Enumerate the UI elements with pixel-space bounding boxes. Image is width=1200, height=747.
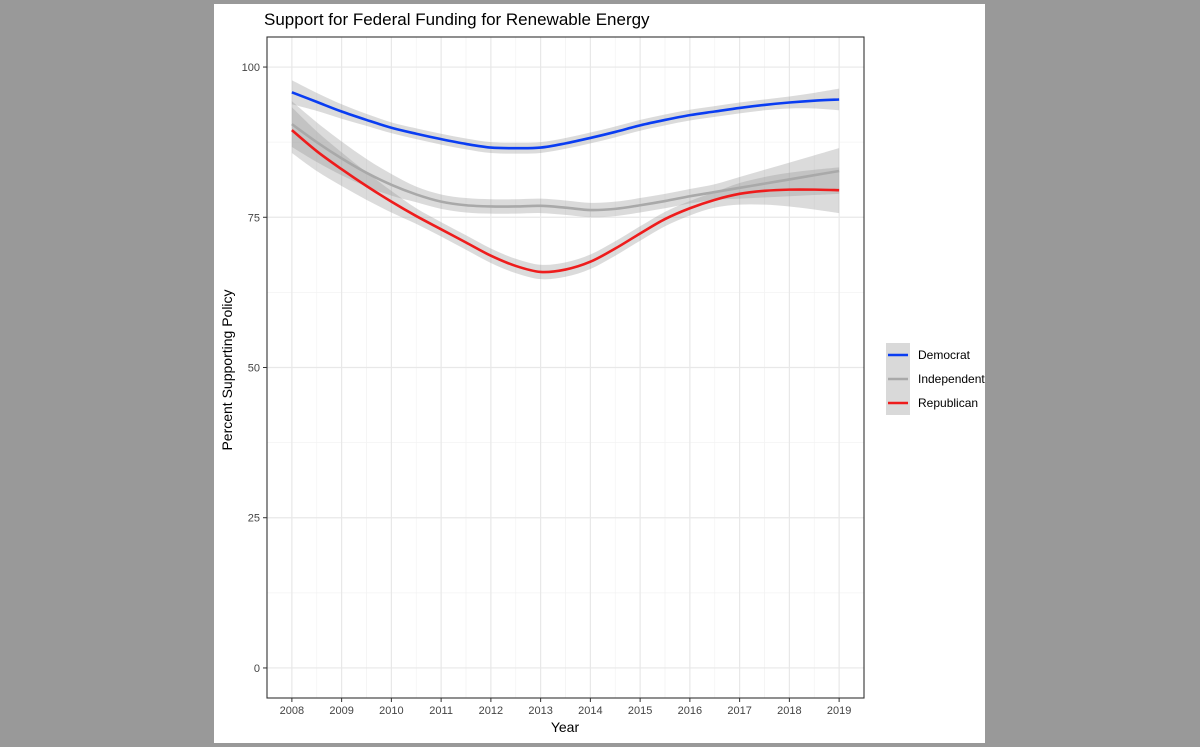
- x-tick-label: 2017: [727, 705, 751, 717]
- series-line-republican: [291, 129, 840, 274]
- x-axis-title: Year: [551, 719, 580, 735]
- x-tick-label: 2015: [628, 705, 652, 717]
- series-line-independent: [291, 123, 840, 212]
- confidence-band-republican: [291, 107, 840, 280]
- y-tick-label: 25: [248, 513, 260, 525]
- x-tick-label: 2018: [777, 705, 801, 717]
- x-tick-label: 2014: [578, 705, 602, 717]
- series-line-democrat: [291, 91, 840, 150]
- x-tick-label: 2010: [379, 705, 403, 717]
- legend-label: Republican: [918, 396, 978, 410]
- legend-label: Independent: [918, 372, 985, 386]
- x-tick-label: 2013: [528, 705, 552, 717]
- x-tick-label: 2008: [280, 705, 304, 717]
- x-tick-label: 2016: [678, 705, 702, 717]
- chart-panel: Support for Federal Funding for Renewabl…: [214, 4, 985, 743]
- x-tick-label: 2009: [329, 705, 353, 717]
- chart-title: Support for Federal Funding for Renewabl…: [264, 10, 650, 29]
- chart: Support for Federal Funding for Renewabl…: [219, 10, 985, 735]
- y-tick-label: 0: [254, 663, 260, 675]
- x-tick-label: 2019: [827, 705, 851, 717]
- y-tick-label: 50: [248, 363, 260, 375]
- y-axis-title: Percent Supporting Policy: [219, 289, 235, 450]
- y-tick-label: 100: [242, 62, 260, 74]
- x-tick-label: 2012: [479, 705, 503, 717]
- legend-label: Democrat: [918, 348, 971, 362]
- legend: Democrat Independent Republican: [886, 343, 985, 415]
- y-tick-label: 75: [248, 212, 260, 224]
- confidence-band-independent: [291, 101, 840, 218]
- x-tick-label: 2011: [429, 705, 453, 717]
